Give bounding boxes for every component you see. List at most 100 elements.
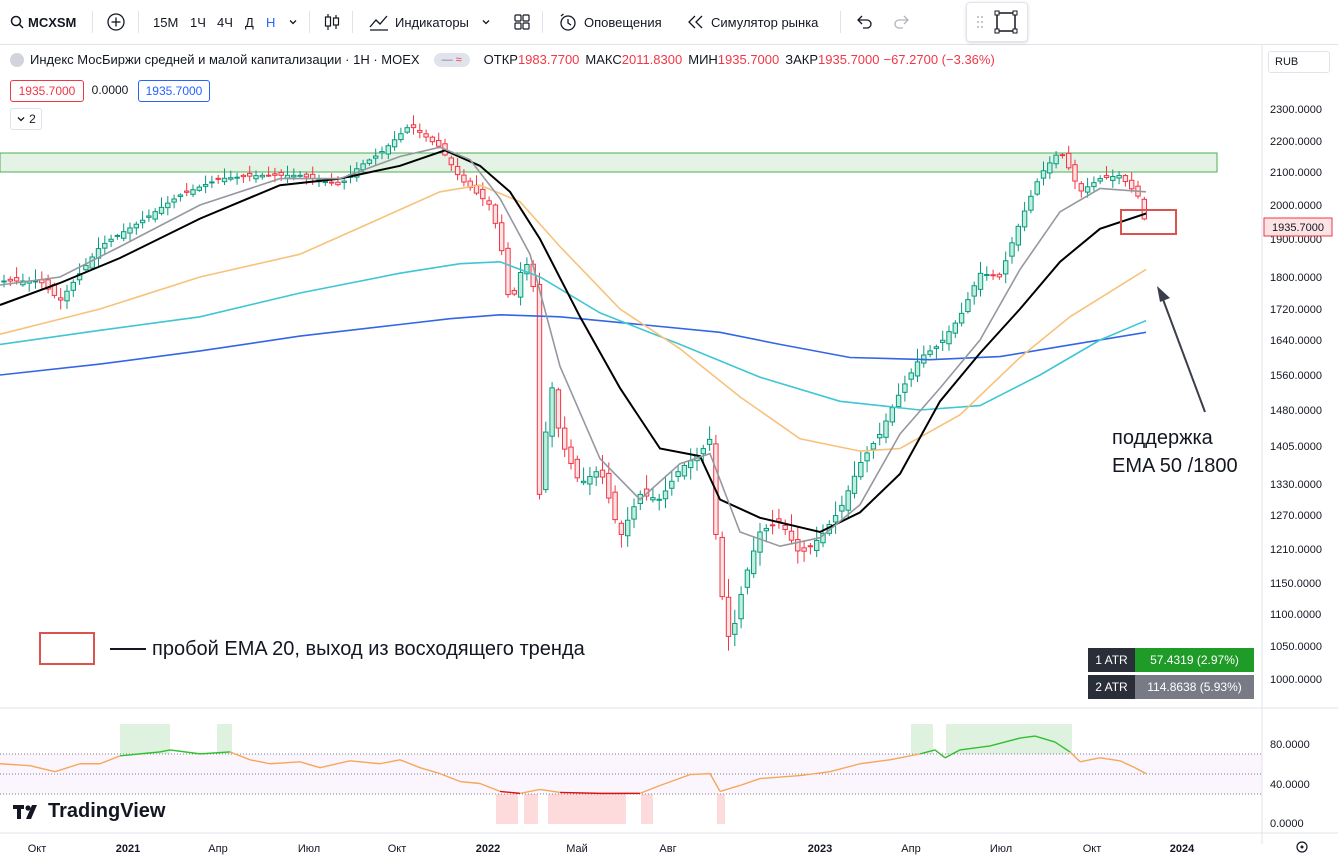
support-annotation-line: поддержка [1112,427,1213,449]
atr-label: 1 ATR [1088,648,1135,672]
candle-body [599,469,606,478]
ema-fast-line[interactable] [0,146,1147,548]
oversold-zone [717,794,725,824]
candle-body [184,190,190,193]
osc-segment [944,749,961,759]
arrow-head [1157,286,1170,302]
price-tick-label: 1560.0000 [1270,370,1322,382]
candle-body [984,273,990,276]
time-axis[interactable]: Окт 2021 Апр Июл Окт 2022 Май Авг 2023 Апр Июл Окт 2… [28,843,1195,855]
resistance-zone[interactable] [0,152,1218,173]
selection-tool[interactable] [966,2,1028,42]
candle-body [259,174,266,178]
support-annotation-line: EMA 50 /1800 [1112,455,1238,477]
spread-value: 0.0000 [91,83,129,97]
candle-body [152,211,158,220]
interval-label: 1Ч [190,14,206,30]
interval-week[interactable]: Н [266,0,275,44]
interval-dropdown[interactable] [288,0,298,44]
osc-segment [709,773,721,792]
ask-box[interactable]: 1935.7000 [138,80,210,102]
interval-4h[interactable]: 4Ч [217,0,233,44]
ema100-line[interactable] [0,260,1147,411]
osc-segment [139,751,161,755]
rewind-icon [688,15,703,29]
ema200-line[interactable] [0,313,1147,376]
tradingview-logo-icon [13,804,37,819]
compare-button[interactable] [106,0,126,44]
box-legend-text[interactable]: пробой EMA 20, выход из восходящего трен… [152,638,585,660]
chart-type-button[interactable] [323,0,341,44]
osc-segment [479,782,501,793]
interval-1h[interactable]: 1Ч [190,0,206,44]
candle-body [946,331,952,345]
candle-body [328,181,335,184]
candle-body [7,278,14,282]
interval-label: Н [266,14,276,30]
ema20-line[interactable] [0,149,1147,534]
candle-body [221,177,228,183]
collapse-indicators-button[interactable]: 2 [10,108,42,130]
divider [92,11,93,33]
symbol-search[interactable]: MCXSM [10,0,76,44]
price-tick-label: 1330.0000 [1270,479,1322,491]
candle-body [45,279,51,290]
candle-body [669,480,675,489]
interval-15m[interactable]: 15M [153,0,178,44]
candle-body [524,263,530,275]
support-arrow[interactable] [1160,293,1206,413]
candle-body [606,472,612,499]
market-status-badge[interactable]: — ≈ [433,52,470,67]
osc-segment [739,777,761,787]
templates-button[interactable] [513,0,531,44]
interval-label: 15M [153,14,179,30]
high-label: МАКС [585,52,622,67]
candle-body [851,475,858,494]
candle-body [228,177,234,180]
candle-body [366,159,373,164]
osc-segment [759,774,801,780]
time-tick-label: Окт [28,843,47,855]
legend-box-sample [39,632,95,665]
ema50-line[interactable] [0,184,1147,452]
candle-body [706,438,713,445]
candle-body [202,184,209,187]
alerts-button[interactable]: Оповещения [558,0,662,44]
breakout-highlight-box[interactable] [1120,209,1177,235]
top-toolbar: MCXSM 15M 1Ч 4Ч Д Н Индикаторы Оповещени… [0,0,1338,45]
osc-tick-label: 80.0000 [1270,739,1310,751]
currency-selector[interactable]: RUB [1268,51,1330,73]
candle-body [1028,195,1034,211]
osc-segment [379,759,401,765]
interval-label: 4Ч [217,14,233,30]
replay-label: Симулятор рынка [711,14,819,30]
redo-button[interactable] [893,0,911,44]
osc-segment [54,763,81,773]
candle-body [902,383,908,393]
osc-segment [99,755,121,765]
tradingview-logo[interactable]: TradingView [12,800,165,823]
symbol-title[interactable]: Индекс МосБиржи средней и малой капитали… [30,52,420,67]
price-tick-label: 2100.0000 [1270,167,1322,179]
candle-body [958,312,965,324]
price-axis[interactable]: 2300.0000 2200.0000 2100.0000 2000.0000 1900… [1270,104,1322,686]
undo-icon [857,15,872,29]
rectangle-tool-icon [994,10,1018,34]
candle-body [700,448,706,455]
candle-body [70,281,76,291]
price-chart[interactable]: 2300.0000 2200.0000 2100.0000 2000.0000 1900… [0,44,1338,859]
osc-axis[interactable]: 80.0000 40.0000 0.0000 [1270,739,1310,830]
candle-body [612,491,618,521]
replay-button[interactable]: Симулятор рынка [687,0,818,44]
candle-body [977,272,984,290]
candle-body [322,181,329,184]
bid-box[interactable]: 1935.7000 [10,80,84,102]
oversold-zone [641,794,653,824]
undo-button[interactable] [855,0,873,44]
indicators-button[interactable]: Индикаторы [368,0,491,44]
interval-day[interactable]: Д [245,0,254,44]
support-annotation[interactable]: поддержка EMA 50 /1800 [1112,424,1238,480]
settings-icon[interactable] [1296,841,1308,853]
candle-body [1053,154,1059,165]
candle-body [297,174,303,177]
